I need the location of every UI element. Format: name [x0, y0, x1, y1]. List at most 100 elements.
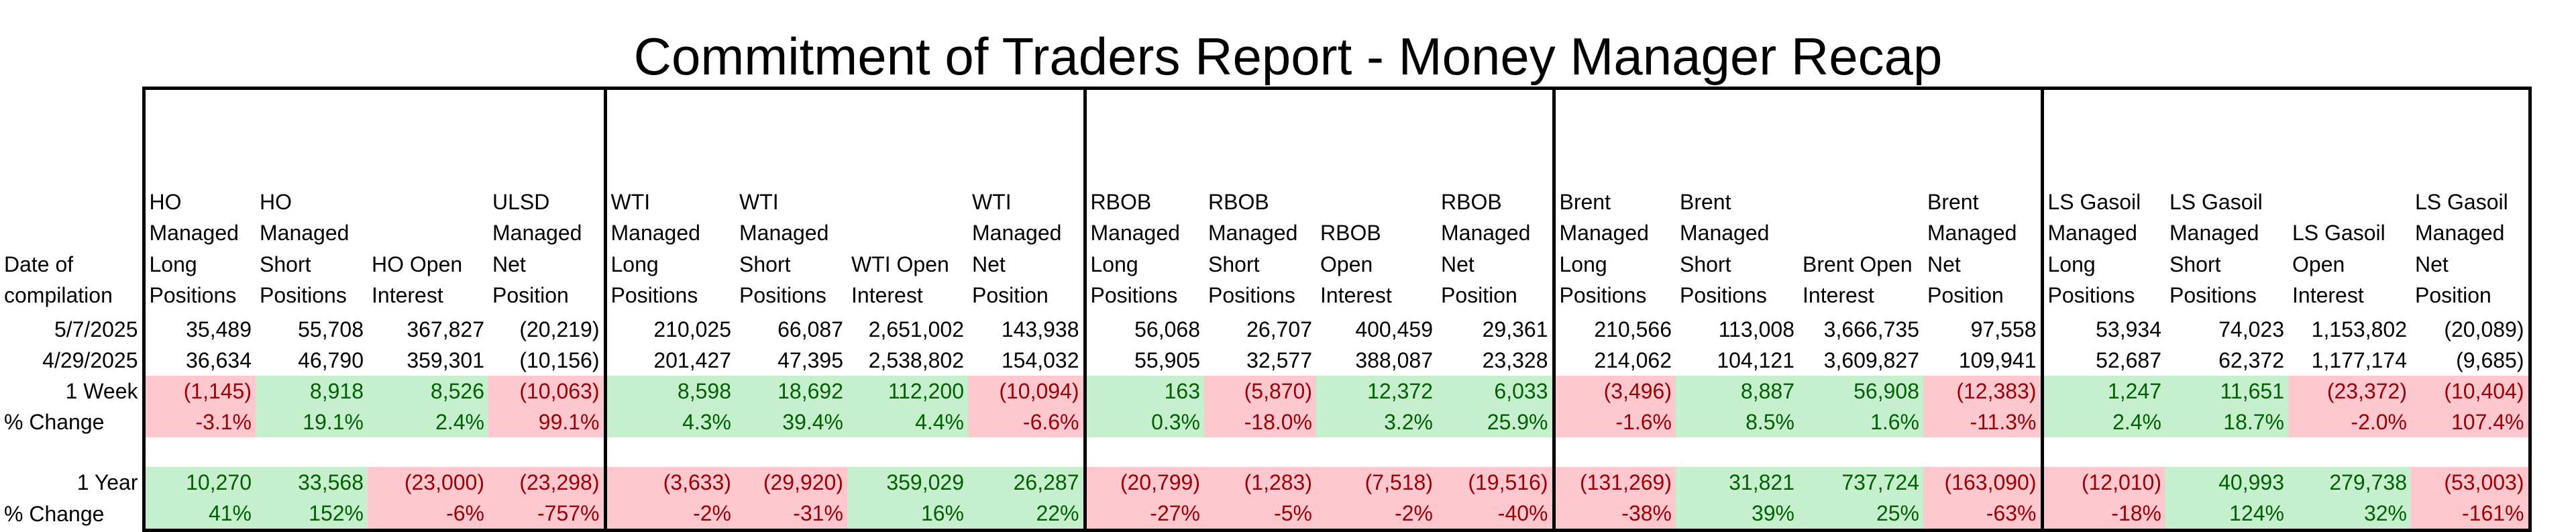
table-cell: 8,918	[256, 375, 368, 407]
table-cell: (131,269)	[1552, 466, 1676, 498]
table-cell: 74,023	[2218, 317, 2284, 341]
column-header-ho-open-interest: HO Open Interest	[368, 87, 488, 314]
table-cell: (5,870)	[1204, 375, 1316, 407]
table-cell: (10,156)	[488, 344, 607, 376]
table-cell: -18.0%	[1204, 406, 1316, 437]
table-cell: 2,651,002	[868, 317, 964, 341]
table-cell: 35,489	[142, 313, 256, 345]
table-cell: -11.3%	[1923, 406, 2044, 437]
row-label: 1 Week	[65, 378, 138, 403]
table-cell: 36,634	[142, 344, 256, 376]
table-cell: (20,799)	[1083, 466, 1204, 498]
table-cell: (53,003)	[2411, 466, 2532, 498]
table-cell: -161%	[2411, 497, 2532, 532]
column-header-brent-open-interest: Brent Open Interest	[1799, 87, 1923, 314]
table-cell: 388,087	[1355, 348, 1433, 372]
table-cell: (23,372)	[2288, 375, 2411, 407]
spacer-cell	[142, 437, 256, 467]
column-header-rbob-managed-long-positions: RBOB Managed Long Positions	[1083, 87, 1204, 314]
table-cell: 154,032	[968, 344, 1087, 376]
header-date-of-compilation: Date of compilation	[4, 252, 113, 308]
table-cell: 4.3%	[603, 406, 735, 437]
table-cell: -2%	[603, 497, 735, 532]
table-cell: 367,827	[407, 317, 484, 341]
table-cell: 3,609,827	[1823, 348, 1919, 372]
table-cell: (10,404)	[2411, 375, 2532, 407]
table-cell: 8,598	[603, 375, 735, 407]
table-cell: -6%	[368, 497, 488, 532]
table-cell: 3.2%	[1316, 406, 1437, 437]
spacer-cell	[488, 437, 607, 467]
table-cell: 18,692	[735, 375, 847, 407]
table-cell: 113,008	[1718, 317, 1794, 341]
spacer-cell	[2165, 437, 2288, 467]
cot-recap-table: Date of compilation HO Managed Long Posit…	[0, 87, 2532, 532]
table-cell: 1,177,174	[2311, 348, 2407, 372]
table-cell: 143,938	[968, 313, 1087, 345]
table-cell: 6,033	[1437, 375, 1556, 407]
table-cell: 2,538,802	[868, 348, 964, 372]
table-cell: 55,905	[1083, 344, 1204, 376]
table-cell: 163	[1083, 375, 1204, 407]
table-cell: -1.6%	[1552, 406, 1676, 437]
table-cell: 25.9%	[1437, 406, 1556, 437]
column-header-ulsd-managed-net-position: ULSD Managed Net Position	[488, 87, 607, 314]
table-cell: -27%	[1083, 497, 1204, 532]
table-cell: 11,651	[2165, 375, 2288, 407]
table-row: % Change -3.1% 19.1% 2.4% 99.1% 4.3% 39.4% 4.4%…	[0, 406, 2532, 437]
table-cell: 41%	[142, 497, 256, 532]
column-header-rbob-managed-short-positions: RBOB Managed Short Positions	[1204, 87, 1316, 314]
header-row: Date of compilation HO Managed Long Posit…	[0, 87, 2532, 314]
column-header-wti-open-interest: WTI Open Interest	[847, 87, 968, 314]
table-cell: 0.3%	[1083, 406, 1204, 437]
table-cell: 26,287	[968, 466, 1087, 498]
table-cell: 22%	[968, 497, 1087, 532]
column-header-ho-managed-short-positions: HO Managed Short Positions	[256, 87, 368, 314]
spacer-cell	[735, 437, 847, 467]
table-cell: (3,496)	[1552, 375, 1676, 407]
table-cell: 18.7%	[2165, 406, 2288, 437]
spacer-cell	[368, 437, 488, 467]
table-cell: 214,062	[1552, 344, 1676, 376]
table-cell: 8.5%	[1676, 406, 1799, 437]
table-cell: (29,920)	[735, 466, 847, 498]
table-cell: 47,395	[777, 348, 843, 372]
column-header-ls-gasoil-open-interest: LS Gasoil Open Interest	[2288, 87, 2411, 314]
column-header-ho-managed-long-positions: HO Managed Long Positions	[142, 87, 256, 314]
table-cell: (1,145)	[142, 375, 256, 407]
table-cell: 359,301	[407, 348, 484, 372]
table-cell: 66,087	[777, 317, 843, 341]
spacer-cell	[2040, 437, 2165, 467]
table-cell: 112,200	[847, 375, 968, 407]
table-cell: 32%	[2288, 497, 2411, 532]
table-row: 1 Week (1,145) 8,918 8,526 (10,063) 8,598 18,6…	[0, 375, 2532, 407]
spacer-cell	[1204, 437, 1316, 467]
spacer-cell	[847, 437, 968, 467]
table-cell: 16%	[847, 497, 968, 532]
table-cell: 55,708	[298, 317, 364, 341]
table-cell: 46,790	[298, 348, 364, 372]
spacer-cell	[2411, 437, 2532, 467]
table-cell: -38%	[1552, 497, 1676, 532]
table-cell: 104,121	[1717, 348, 1794, 372]
table-cell: 279,738	[2288, 466, 2411, 498]
spacer-cell	[2288, 437, 2411, 467]
row-label: % Change	[4, 501, 105, 526]
table-cell: -31%	[735, 497, 847, 532]
table-cell: 1.6%	[1799, 406, 1923, 437]
table-cell: 19.1%	[256, 406, 368, 437]
table-cell: 1,153,802	[2311, 317, 2407, 341]
spacer-cell	[1083, 437, 1204, 467]
table-cell: 2.4%	[368, 406, 488, 437]
report-title: Commitment of Traders Report - Money Man…	[633, 27, 1943, 86]
spacer-cell	[968, 437, 1087, 467]
table-cell: (23,298)	[488, 466, 607, 498]
column-header-rbob-open-interest: RBOB Open Interest	[1316, 87, 1437, 314]
column-header-brent-managed-net-position: Brent Managed Net Position	[1923, 87, 2044, 314]
row-label: % Change	[4, 409, 105, 434]
column-header-rbob-managed-net-position: RBOB Managed Net Position	[1437, 87, 1556, 314]
table-cell: 40,993	[2165, 466, 2288, 498]
table-cell: 400,459	[1355, 317, 1433, 341]
table-cell: (23,000)	[368, 466, 488, 498]
table-cell: 56,068	[1083, 313, 1204, 345]
